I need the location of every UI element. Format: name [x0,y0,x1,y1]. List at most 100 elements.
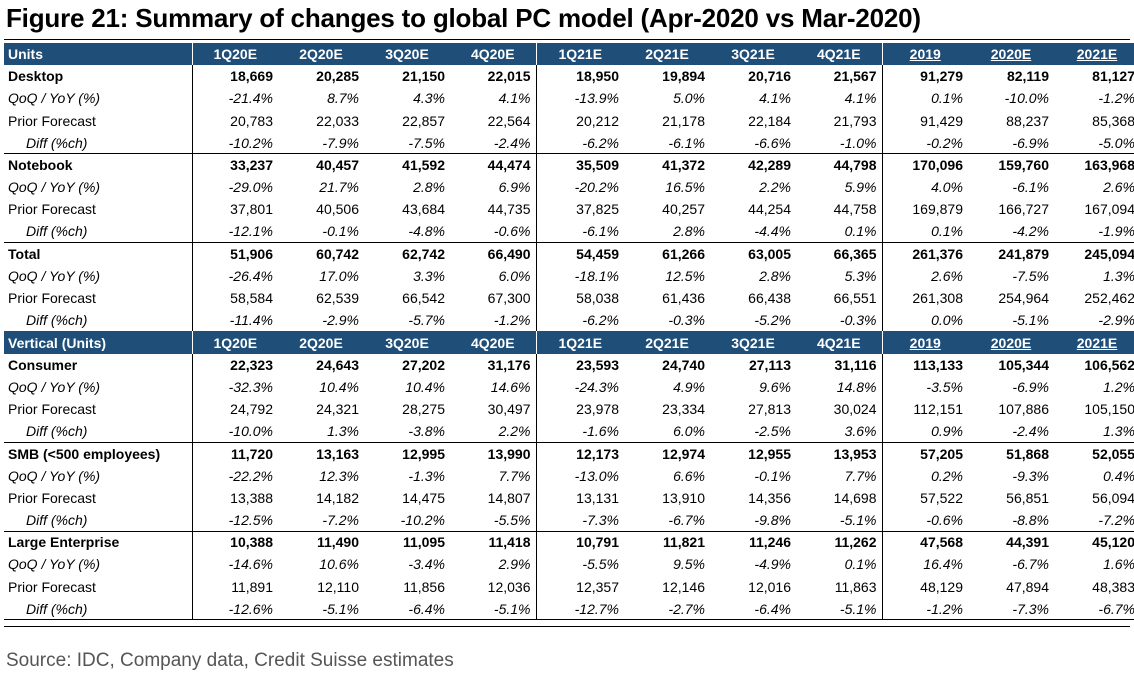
data-cell: -0.1% [322,223,359,240]
data-cell: 11,720 [191,441,278,465]
column-header: 2Q20E [278,331,364,354]
data-cell: -9.8% [754,511,791,528]
data-cell: -1.2% [881,597,968,621]
data-cell: 19,894 [662,68,705,85]
data-cell: -6.9% [1012,134,1049,151]
data-cell: 44,254 [748,201,791,218]
row-label: Consumer [8,356,78,373]
data-cell: 166,727 [998,201,1049,218]
data-cell: -1.0% [839,134,877,151]
data-cell: 107,886 [998,401,1049,418]
data-cell: 4.3% [413,90,445,107]
data-cell: 37,801 [191,198,278,221]
data-cell: 43,684 [402,201,445,218]
data-cell: 66,542 [402,290,445,307]
data-cell: 13,388 [191,486,278,509]
data-cell: -6.1% [668,134,705,151]
data-cell: 56,851 [1006,489,1049,506]
data-cell: 2.8% [759,267,791,284]
data-cell: 13,131 [535,486,624,509]
data-cell: 30,024 [833,401,877,418]
data-cell: -1.6% [535,420,624,443]
data-cell: -1.3% [408,467,445,484]
data-cell: -2.4% [1012,423,1049,440]
row-label: Prior Forecast [8,112,96,129]
data-cell: 11,863 [834,578,877,595]
data-cell: -6.9% [1012,378,1049,395]
data-cell: -4.8% [408,223,445,240]
growth-row: QoQ / YoY (%) -26.4% 17.0% 3.3% 6.0% -18.1% 12… [4,264,1134,288]
data-cell: -3.5% [881,375,968,398]
column-header: 1Q21E [535,331,624,354]
data-cell: 11,095 [364,530,450,554]
column-header: 2Q21E [624,43,710,66]
data-cell: 57,522 [881,486,968,509]
data-cell: 12.5% [665,267,705,284]
row-label: Diff (%ch) [26,511,88,528]
header-label: Units [4,43,192,66]
data-cell: 2.6% [881,264,968,288]
column-header: 4Q21E [796,331,882,354]
data-cell: -2.9% [1098,312,1134,329]
data-cell: 66,365 [796,242,882,265]
data-cell: -2.4% [493,134,531,151]
data-cell: 2.9% [498,556,531,573]
data-cell: 261,308 [881,287,968,310]
data-cell: -6.2% [535,309,624,332]
data-cell: -7.2% [322,511,359,528]
data-cell: -29.0% [191,176,278,199]
data-cell: 31,176 [487,356,531,373]
data-cell: 113,133 [881,353,968,376]
row-label: QoQ / YoY (%) [8,378,101,395]
row-label: QoQ / YoY (%) [8,556,101,573]
data-cell: 41,372 [624,153,710,177]
data-cell: 6.0% [673,423,705,440]
data-cell: 44,735 [487,201,531,218]
row-label: Diff (%ch) [4,597,192,621]
data-cell: 48,383 [1092,578,1134,595]
data-cell: 245,094 [1054,242,1134,265]
data-cell: 17.0% [319,267,359,284]
data-cell: 4.1% [844,90,877,107]
data-cell: -12.7% [535,597,624,621]
data-cell: 1.6% [1103,556,1134,573]
data-cell: 48,129 [881,575,968,598]
row-label: Diff (%ch) [26,134,88,151]
prior-forecast-row: Prior Forecast 13,388 14,182 14,475 14,807 13… [4,486,1134,509]
data-cell: 12,995 [364,441,450,465]
value-row: Total 51,906 60,742 62,742 66,490 54,459 61,26… [4,242,1134,265]
data-cell: -0.3% [668,312,705,329]
data-cell: 12,110 [317,578,359,595]
data-cell: 12.3% [319,467,359,484]
data-cell: -2.5% [754,423,791,440]
data-cell: -10.2% [400,511,445,528]
data-cell: 2.2% [759,179,791,196]
diff-row: Diff (%ch) -12.5% -7.2% -10.2% -5.5% -7.3% -6.… [4,508,1134,532]
data-cell: 170,096 [881,153,968,177]
title-rule [4,39,1130,40]
column-header: 3Q20E [364,43,450,66]
data-cell: 0.1% [844,556,877,573]
data-cell: -2.9% [322,312,359,329]
prior-forecast-row: Prior Forecast 20,783 22,033 22,857 22,564 20… [4,109,1134,132]
data-cell: 54,459 [535,242,624,265]
value-row: Desktop 18,669 20,285 21,150 22,015 18,950 19,… [4,65,1134,88]
data-cell: -10.0% [1004,90,1049,107]
data-cell: -0.1% [754,467,791,484]
data-cell: -5.5% [535,553,624,576]
data-cell: -9.3% [1012,467,1049,484]
data-cell: 4.9% [673,378,705,395]
data-cell: 11,246 [710,530,796,554]
figure-title: Figure 21: Summary of changes to global … [6,3,921,33]
data-cell: 60,742 [278,242,364,265]
data-cell: -6.4% [364,597,450,621]
data-cell: 47,568 [881,530,968,554]
data-cell: 91,279 [881,65,968,88]
data-cell: -5.1% [1012,312,1049,329]
data-cell: 56,094 [1092,489,1134,506]
row-label: Prior Forecast [8,201,96,218]
data-cell: 0.1% [881,87,968,110]
data-cell: 22,323 [191,353,278,376]
data-cell: -0.6% [881,508,968,532]
data-cell: 0.9% [881,420,968,443]
